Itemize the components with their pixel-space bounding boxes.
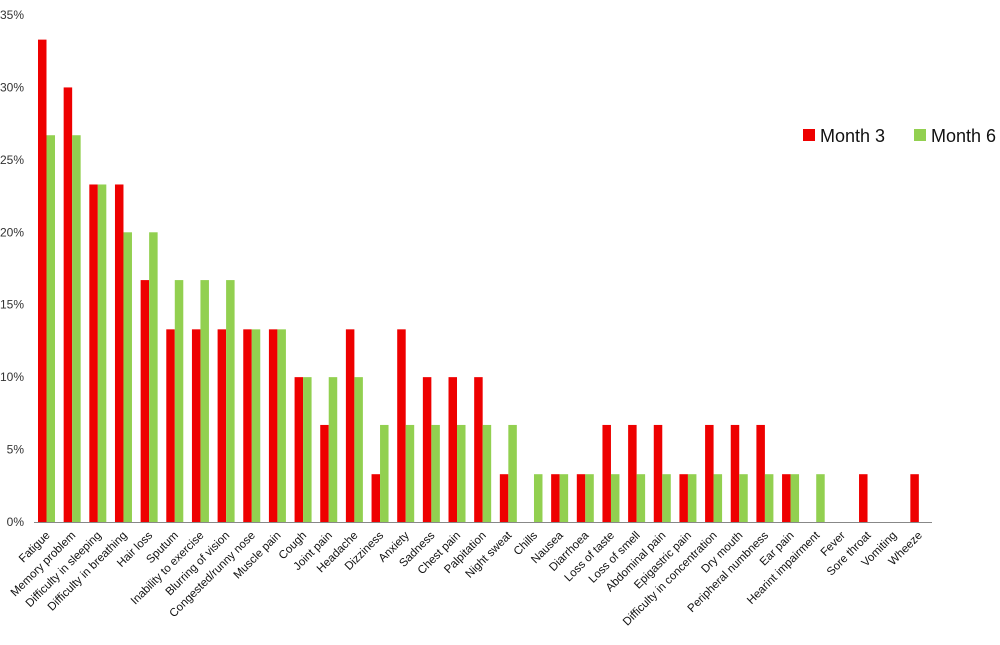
bar <box>303 377 312 522</box>
legend-label: Month 6 <box>931 126 996 146</box>
bar <box>191 329 201 522</box>
bars <box>38 39 919 523</box>
bar <box>764 474 774 522</box>
y-tick-label: 30% <box>0 80 24 94</box>
bar <box>816 474 825 522</box>
legend: Month 3 Month 6 <box>803 126 996 146</box>
bar <box>268 329 278 522</box>
bar <box>482 424 492 522</box>
bar <box>551 474 560 522</box>
bar <box>328 377 338 522</box>
bar <box>397 329 406 522</box>
bar <box>166 329 175 522</box>
bar <box>149 232 158 523</box>
bar <box>123 232 132 523</box>
bar <box>174 280 184 522</box>
bar <box>405 424 415 522</box>
bar <box>585 474 594 522</box>
y-axis-ticks: 0% 5% 10% 15% 20% 25% 30% 35% <box>0 8 24 529</box>
y-tick-label: 35% <box>0 8 24 22</box>
bar <box>636 474 646 522</box>
bar <box>610 474 620 522</box>
bar <box>910 474 919 522</box>
bar <box>72 135 81 522</box>
bar <box>687 474 697 522</box>
bar <box>345 329 355 522</box>
y-tick-label: 0% <box>7 515 25 529</box>
bar <box>679 474 688 522</box>
bar <box>217 329 227 522</box>
bar <box>226 280 235 522</box>
bar <box>653 424 663 522</box>
y-tick-label: 25% <box>0 153 24 167</box>
bar <box>559 474 569 522</box>
bar <box>46 135 55 522</box>
bar <box>628 424 637 522</box>
bar <box>705 424 714 522</box>
bar <box>457 424 466 522</box>
bar <box>859 474 868 522</box>
bar <box>533 474 543 522</box>
bar <box>713 474 723 522</box>
bar <box>38 39 47 523</box>
bar <box>790 474 800 522</box>
legend-swatch <box>914 129 926 141</box>
bar <box>277 329 286 522</box>
bar <box>320 424 329 522</box>
bar <box>756 424 765 522</box>
bar <box>662 474 671 522</box>
y-tick-label: 10% <box>0 370 24 384</box>
y-tick-label: 15% <box>0 298 24 312</box>
bar <box>431 424 440 522</box>
bar <box>63 87 73 522</box>
bar <box>782 474 791 522</box>
bar <box>200 280 209 522</box>
bar <box>739 474 748 522</box>
bar <box>294 377 304 522</box>
bar <box>251 329 261 522</box>
bar <box>508 424 517 522</box>
legend-label: Month 3 <box>820 126 885 146</box>
bar <box>97 184 107 523</box>
bar <box>89 184 98 523</box>
bar <box>243 329 252 522</box>
bar <box>448 377 458 522</box>
bar <box>602 424 611 522</box>
bar <box>114 184 124 523</box>
bar <box>576 474 586 522</box>
bar <box>140 280 150 522</box>
bar <box>499 474 509 522</box>
bar <box>354 377 363 522</box>
bar <box>371 474 381 522</box>
legend-swatch <box>803 129 815 141</box>
bar <box>380 424 389 522</box>
bar <box>730 424 740 522</box>
y-tick-label: 20% <box>0 225 24 239</box>
bar <box>422 377 432 522</box>
bar <box>474 377 483 522</box>
y-tick-label: 5% <box>7 443 25 457</box>
